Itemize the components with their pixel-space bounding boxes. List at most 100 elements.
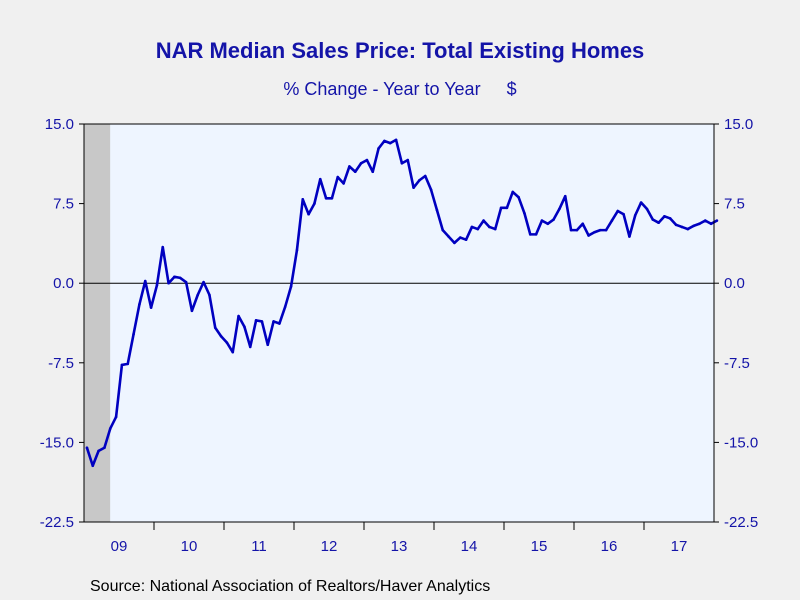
data-point [196,293,200,297]
data-point [470,225,474,229]
data-point [243,325,246,329]
x-tick-label: 15 [531,538,548,555]
data-point [628,235,631,238]
data-point [633,213,637,217]
data-point [313,202,316,205]
data-point [272,320,275,323]
data-point [552,218,555,221]
data-point [686,227,690,231]
x-tick-label: 12 [321,538,338,555]
data-point [412,186,415,189]
data-point [581,222,585,226]
y-tick-label-left: 7.5 [53,196,74,213]
data-point [499,206,503,210]
x-tick-label: 13 [391,538,408,555]
data-point [208,293,211,297]
data-point [534,233,538,236]
data-point [418,178,421,182]
data-point [371,170,375,174]
data-point [143,279,147,283]
data-point [593,230,596,234]
data-point [657,221,660,225]
data-point [289,285,293,288]
data-point [709,222,713,226]
y-tick-label-left: 0.0 [53,275,74,292]
data-point [301,198,305,201]
data-point [651,218,655,221]
data-point [155,284,159,287]
data-point [639,201,643,204]
data-point [278,322,281,325]
data-point [108,427,112,430]
data-point [622,212,625,216]
subtitle-text: % Change - Year to Year [283,79,481,99]
data-point [91,464,95,468]
data-point [476,227,480,231]
y-tick-label-right: 0.0 [724,275,745,292]
chart-subtitle: % Change - Year to Year $ [0,79,800,100]
data-point [219,334,223,338]
data-point [85,446,89,450]
data-point [674,223,678,227]
data-point [248,345,252,349]
data-point [458,236,462,239]
data-point [569,228,573,232]
data-point [698,222,701,226]
data-point [307,212,310,216]
data-point [598,228,602,232]
data-point [231,350,235,354]
data-point [97,449,100,453]
data-point [435,208,439,212]
data-point [482,219,485,222]
data-point [388,141,392,145]
data-point [202,280,205,284]
x-tick-label: 11 [251,538,267,555]
y-tick-label-right: -22.5 [724,514,758,531]
x-tick-label: 16 [601,538,618,555]
data-point [558,207,561,211]
y-tick-label-left: -7.5 [48,355,74,372]
data-point [237,314,240,318]
y-tick-label-right: -15.0 [724,434,758,451]
data-point [563,194,567,198]
source-note: Source: National Association of Realtors… [90,578,491,595]
data-point [295,248,299,252]
data-point [540,219,544,222]
data-point [132,332,135,336]
recession-shading [84,124,111,522]
data-point [342,182,345,185]
data-point [692,224,695,228]
data-point [184,280,188,284]
data-point [383,139,386,143]
data-point [441,228,445,232]
data-point [114,415,118,419]
data-point [447,235,450,238]
x-tick-label: 10 [181,538,198,555]
data-point [453,241,456,245]
data-point [587,234,590,237]
data-point [505,206,509,210]
data-point [167,281,170,285]
data-point [668,217,672,220]
data-point [604,228,608,232]
y-tick-label-right: -7.5 [724,355,750,372]
data-point [680,225,684,229]
data-point [493,227,497,231]
data-point [348,165,351,168]
data-point [330,196,334,200]
data-point [365,158,369,162]
y-tick-label-right: 15.0 [724,116,753,133]
data-point [138,303,141,306]
data-point [464,238,468,241]
data-point [318,177,322,181]
data-point [528,233,532,236]
data-point [523,211,526,215]
data-point [254,319,258,322]
data-point [225,341,229,344]
data-point [260,320,264,323]
data-point [546,222,550,226]
plot-frame [83,123,715,523]
data-point [429,188,433,192]
y-tick-label-left: -15.0 [40,434,74,451]
